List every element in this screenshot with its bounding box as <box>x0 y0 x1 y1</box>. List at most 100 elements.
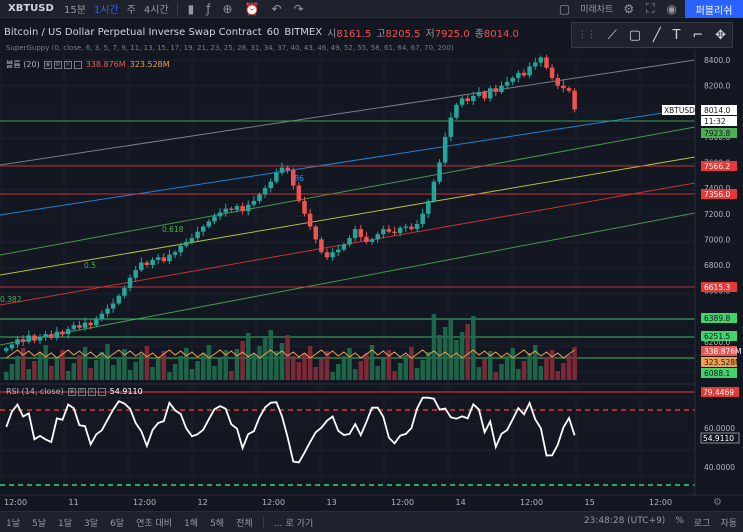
candle-body <box>26 335 32 342</box>
interval-4h[interactable]: 4시간 <box>143 5 169 16</box>
log-toggle[interactable]: 로그 <box>693 518 711 529</box>
volume-bar <box>375 366 380 380</box>
line-icon[interactable]: ╱ <box>652 27 661 43</box>
time-tick: 12:00 <box>133 498 156 507</box>
compare-icon[interactable]: ⊕ <box>222 1 233 16</box>
volume-bar <box>262 338 268 380</box>
range-all[interactable]: 전체 <box>236 518 253 529</box>
candle-body <box>4 348 9 351</box>
undo-icon[interactable]: ↶ <box>271 1 282 16</box>
volume-bar <box>9 364 15 380</box>
trendline-icon[interactable]: ⟋ <box>607 27 617 43</box>
volume-bar <box>555 371 560 380</box>
clock: 23:48:28 (UTC+9) <box>583 515 666 526</box>
volume-bar <box>234 349 240 380</box>
settings-icon: ⚙ <box>77 387 86 396</box>
high-value: 8205.5 <box>385 29 421 40</box>
symbol-search[interactable]: XBTUSD <box>8 3 54 14</box>
price-tag-bg <box>701 189 737 199</box>
volume-bar <box>139 354 144 380</box>
price-tag: 7566.2 <box>701 161 737 171</box>
settings-icon[interactable]: ⚙ <box>623 1 635 16</box>
camera-icon[interactable]: ◉ <box>666 1 677 16</box>
volume-bar <box>285 335 290 380</box>
candle-body <box>381 229 386 235</box>
candle-body <box>493 88 499 93</box>
candle-body <box>279 167 285 173</box>
goto-button[interactable]: … 로 가기 <box>273 518 314 529</box>
publish-button[interactable]: 퍼블리쉬 <box>685 0 743 18</box>
range-3m[interactable]: 3달 <box>84 518 99 529</box>
callout-icon[interactable]: ⌐ <box>692 27 704 43</box>
chart-type-dropdown[interactable]: 미래차트 <box>580 5 614 15</box>
volume-bar <box>32 361 37 380</box>
eye-icon: ◉ <box>43 60 52 69</box>
percent-toggle[interactable]: % <box>675 515 684 526</box>
range-5y[interactable]: 5해 <box>210 518 225 529</box>
price-tag-value: 323.528M <box>704 358 742 367</box>
volume-controls[interactable]: ◉ ⚙ ×… <box>43 60 82 69</box>
interval-1h[interactable]: 1시간 <box>93 5 119 16</box>
move-icon[interactable]: ✥ <box>715 27 726 43</box>
volume-bar <box>184 348 189 380</box>
candle-body <box>245 204 251 212</box>
close-icon: × <box>87 387 96 396</box>
volume-bar <box>566 355 572 380</box>
volume-bar <box>82 347 88 380</box>
indicators-icon[interactable]: ƒ <box>206 1 211 16</box>
time-tick: 11 <box>69 498 79 507</box>
candle-body <box>330 252 335 258</box>
volume-bar <box>487 351 493 380</box>
volume-ma-line <box>6 349 575 359</box>
volume-bar <box>510 348 515 380</box>
range-1d[interactable]: 1날 <box>6 518 21 529</box>
volume-bar <box>189 369 195 380</box>
candle-body <box>178 245 183 253</box>
rsi-legend[interactable]: RSI (14, close) ◉ ⚙ ×… 54.9110 <box>6 387 143 396</box>
volume-bar <box>307 346 313 380</box>
redo-icon[interactable]: ↷ <box>293 1 304 16</box>
volume-bar <box>471 316 476 380</box>
alert-icon[interactable]: ⏰ <box>244 1 260 16</box>
candle-body <box>262 188 268 195</box>
interval-15m[interactable]: 15분 <box>64 5 86 16</box>
rectangle-icon[interactable]: ▢ <box>628 27 642 43</box>
candle-body <box>521 72 527 76</box>
range-6m[interactable]: 6달 <box>110 518 125 529</box>
fullscreen-icon[interactable]: ⛶ <box>646 1 655 15</box>
candle-body <box>200 226 206 232</box>
volume-bar <box>206 345 212 380</box>
auto-toggle[interactable]: 자동 <box>720 518 737 529</box>
candle-body <box>307 213 313 227</box>
range-1m[interactable]: 1달 <box>58 518 73 529</box>
rsi-pane <box>0 383 695 486</box>
superguppy-legend[interactable]: SuperGuppy (0, close, 6, 3, 5, 7, 9, 11,… <box>6 44 454 52</box>
volume-bar <box>544 358 549 380</box>
price-axis: 8400.08200.07800.07600.07400.07200.07000… <box>662 50 743 511</box>
rsi-controls[interactable]: ◉ ⚙ ×… <box>67 387 106 396</box>
drag-handle-icon[interactable]: ⋮⋮ <box>577 30 596 40</box>
volume-bar <box>493 372 499 380</box>
candle-body <box>527 66 532 76</box>
price-tick: 8200.0 <box>704 82 730 91</box>
range-1y[interactable]: 1해 <box>184 518 199 529</box>
rsi-tag-bg <box>700 432 740 444</box>
low-label: 저 <box>425 29 435 40</box>
layout-icon[interactable]: ▢ <box>558 1 571 16</box>
range-5d[interactable]: 5날 <box>32 518 47 529</box>
price-tag: 11:32 <box>701 116 737 126</box>
volume-bar <box>403 355 409 380</box>
volume-legend[interactable]: 볼륨 (20) ◉ ⚙ ×… 338.876M 323.528M <box>6 59 170 70</box>
volume-bar <box>110 365 116 380</box>
candle-body <box>189 238 195 242</box>
low-value: 7925.0 <box>434 29 470 40</box>
range-ytd[interactable]: 연초 대비 <box>136 518 173 529</box>
trend-line <box>0 156 696 276</box>
rsi-label: RSI (14, close) <box>6 387 64 396</box>
volume-bar <box>279 343 285 380</box>
candle-style-icon[interactable]: ▮ <box>187 1 195 16</box>
interval-week[interactable]: 주 <box>126 5 136 16</box>
text-icon[interactable]: T <box>672 27 681 43</box>
candle-body <box>37 336 43 341</box>
